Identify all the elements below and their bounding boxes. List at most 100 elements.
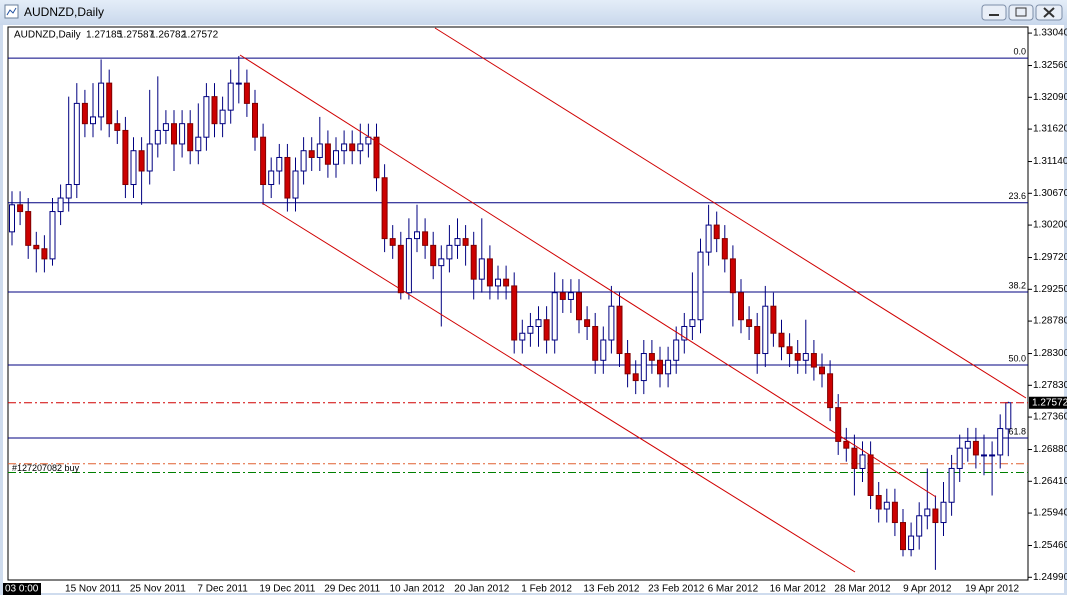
candle-body <box>227 82 234 111</box>
candle-body <box>608 305 615 341</box>
ohlc-low: 1.26782 <box>150 30 187 41</box>
candle-body <box>883 501 890 510</box>
x-tick-label: 20 Jan 2012 <box>454 584 509 595</box>
y-tick-label: 1.30200 <box>1033 220 1067 231</box>
y-tick-label: 1.28780 <box>1033 316 1067 327</box>
candle-body <box>333 150 339 165</box>
candle-body <box>519 332 526 341</box>
candle-body <box>260 136 267 186</box>
candle-body <box>33 244 40 250</box>
candle-body <box>543 319 550 341</box>
candle-body <box>1005 402 1012 430</box>
candle-body <box>835 407 842 442</box>
y-tick-label: 1.29720 <box>1033 252 1067 263</box>
y-tick-label: 1.32560 <box>1033 60 1067 71</box>
candle-body <box>470 244 477 280</box>
candle-body <box>948 467 955 503</box>
candle-body <box>511 285 518 341</box>
candle-body <box>187 123 194 152</box>
candle-body <box>316 143 323 158</box>
candle-body <box>689 319 696 327</box>
fib-label: 0.0 <box>1013 46 1026 56</box>
candle-body <box>616 305 623 355</box>
restore-button[interactable] <box>1008 4 1034 21</box>
candle-body <box>802 353 809 361</box>
fib-label: 38.2 <box>1008 280 1026 290</box>
y-tick-label: 1.27360 <box>1033 412 1067 423</box>
candle-body <box>738 292 744 321</box>
price-tag-label: 1.27572 <box>1032 397 1067 408</box>
window-icon-glyph <box>6 7 17 16</box>
candle-body <box>397 244 404 294</box>
candle-body <box>65 184 72 199</box>
candle-body <box>381 177 388 240</box>
symbol-label: AUDNZD,Daily <box>14 30 81 41</box>
x-tick-label: 9 Apr 2012 <box>903 584 952 595</box>
candle-body <box>721 238 728 260</box>
x-tick-label: 10 Jan 2012 <box>389 584 444 595</box>
candle-body <box>154 129 161 145</box>
candle-body <box>454 238 461 246</box>
candle-body <box>875 494 882 510</box>
candle-body <box>729 258 736 294</box>
candle-body <box>365 136 372 145</box>
candle-body <box>851 447 858 469</box>
candle-body <box>389 238 396 246</box>
y-tick-label: 1.33040 <box>1033 28 1067 39</box>
candle-body <box>414 231 420 240</box>
y-tick-label: 1.29250 <box>1033 284 1067 295</box>
candle-body <box>916 515 923 537</box>
y-tick-label: 1.31140 <box>1033 156 1067 167</box>
fib-label: 61.8 <box>1008 426 1026 436</box>
candle-body <box>559 292 566 300</box>
candle-body <box>827 373 834 409</box>
minimize-button[interactable] <box>981 4 1007 21</box>
candle-body <box>235 82 242 85</box>
candle-body <box>762 305 769 355</box>
candle-body <box>17 204 24 213</box>
candle-body <box>276 156 283 172</box>
y-tick-label: 1.28300 <box>1033 348 1067 359</box>
candle-body <box>981 454 987 457</box>
y-tick-label: 1.30670 <box>1033 188 1067 199</box>
channel-line <box>261 202 856 573</box>
candle-body <box>405 238 412 294</box>
candle-body <box>843 440 850 449</box>
title-bar <box>0 0 1067 25</box>
candle-body <box>567 292 574 300</box>
candle-body <box>713 224 720 240</box>
x-tick-label: 25 Nov 2011 <box>130 584 186 595</box>
candle-body <box>98 82 105 118</box>
candle-body <box>81 102 88 125</box>
crosshair-label: 03 0:00 <box>5 584 39 595</box>
candle-body <box>252 102 258 138</box>
candle-body <box>972 440 979 456</box>
candle-body <box>778 332 785 348</box>
ohlc-open: 1.27185 <box>86 30 123 41</box>
candle-body <box>867 454 874 496</box>
close-glyph <box>1043 7 1055 18</box>
candle-body <box>665 359 672 375</box>
x-tick-label: 15 Nov 2011 <box>65 584 121 595</box>
candle-body <box>308 150 315 158</box>
y-tick-label: 1.31620 <box>1033 124 1067 135</box>
candle-body <box>438 258 445 267</box>
candle-body <box>624 353 631 375</box>
candle-body <box>794 353 801 361</box>
candle-body <box>349 143 356 152</box>
candle-body <box>422 231 429 246</box>
candle-body <box>41 248 48 260</box>
candle-body <box>219 109 226 125</box>
candle-body <box>584 319 591 327</box>
candle-body <box>632 373 639 382</box>
candle-body <box>891 501 898 524</box>
candle-body <box>900 522 906 551</box>
x-tick-label: 23 Feb 2012 <box>648 584 705 595</box>
candle-body <box>576 292 582 321</box>
candle-body <box>810 353 817 368</box>
candle-body <box>203 96 210 138</box>
candle-body <box>551 292 558 341</box>
plot <box>8 56 1028 570</box>
price-tag <box>1029 396 1067 409</box>
candle-body <box>25 211 32 246</box>
